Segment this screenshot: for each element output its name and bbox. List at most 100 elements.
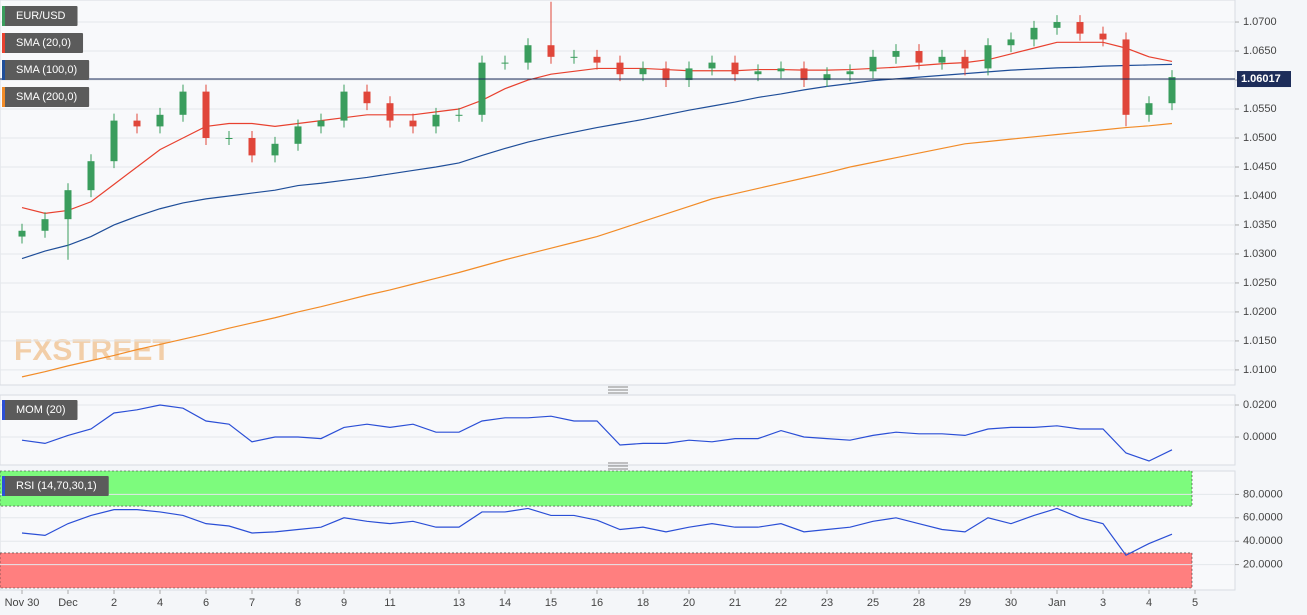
- candle-body: [432, 114, 440, 127]
- x-tick-label: 15: [545, 597, 557, 609]
- candle-body: [685, 68, 693, 81]
- legend-item: SMA (100,0): [2, 60, 90, 80]
- level-band: [0, 552, 1193, 589]
- price-panel: [0, 0, 1236, 386]
- x-tick-label: 8: [295, 597, 301, 609]
- y-tick-label: 40.0000: [1243, 535, 1283, 547]
- legend-box: [2, 6, 78, 26]
- series-line: [21, 63, 1173, 260]
- level-band: [0, 470, 1193, 507]
- candle-body: [731, 62, 739, 75]
- candle-body: [1007, 39, 1015, 46]
- legend-box: [2, 476, 109, 496]
- y-tick-label: 1.0450: [1243, 161, 1277, 173]
- legend-item: SMA (20,0): [2, 33, 84, 53]
- candle-body: [41, 219, 49, 231]
- candle-body: [1053, 22, 1061, 28]
- candle-body: [18, 230, 26, 237]
- candle-body: [294, 126, 302, 144]
- y-tick-label: 1.0550: [1243, 103, 1277, 115]
- candle-body: [777, 68, 785, 72]
- x-tick-label: 6: [203, 597, 209, 609]
- candle-body: [455, 114, 463, 116]
- candle-body: [179, 91, 187, 115]
- candle-body: [616, 62, 624, 75]
- y-tick-label: 1.0350: [1243, 219, 1277, 231]
- legend-box: [2, 87, 90, 107]
- x-tick-label: 29: [959, 597, 971, 609]
- y-tick-label: 1.0200: [1243, 306, 1277, 318]
- legend-box: [2, 33, 84, 53]
- candle-body: [133, 120, 141, 127]
- candle-body: [1030, 27, 1038, 40]
- x-tick-label: 18: [637, 597, 649, 609]
- x-tick-label: 4: [1146, 597, 1152, 609]
- x-tick-label: 9: [341, 597, 347, 609]
- legend-swatch: [2, 87, 5, 107]
- candle-body: [271, 143, 279, 156]
- x-tick-label: 4: [157, 597, 163, 609]
- series-line: [21, 507, 1173, 557]
- candle-body: [1122, 39, 1130, 115]
- candle-body: [570, 56, 578, 58]
- x-tick-label: 25: [867, 597, 879, 609]
- candle-body: [1145, 103, 1153, 115]
- candle-body: [1168, 77, 1176, 104]
- y-tick-label: 1.0650: [1243, 45, 1277, 57]
- legend-swatch: [2, 6, 5, 26]
- candle-body: [87, 161, 95, 191]
- candle-body: [1076, 22, 1084, 34]
- y-tick-label: 60.0000: [1243, 512, 1283, 524]
- x-tick-label: 11: [384, 597, 395, 609]
- candle-body: [202, 91, 210, 138]
- y-tick-label: 20.0000: [1243, 559, 1283, 571]
- candle-body: [317, 120, 325, 127]
- legend-swatch: [2, 400, 5, 420]
- x-tick-label: 21: [729, 597, 741, 609]
- legend-label: RSI (14,70,30,1): [16, 480, 97, 492]
- candle-body: [1099, 33, 1107, 40]
- candle-body: [501, 62, 509, 64]
- candle-body: [846, 71, 854, 75]
- y-tick-label: 1.0250: [1243, 277, 1277, 289]
- series-line: [21, 122, 1173, 378]
- candle-body: [64, 190, 72, 220]
- x-tick-label: 13: [453, 597, 465, 609]
- x-tick-label: 30: [1005, 597, 1017, 609]
- y-tick-label: 1.0150: [1243, 335, 1277, 347]
- x-tick-label: 2: [111, 597, 117, 609]
- watermark: FXSTREET: [14, 334, 171, 367]
- candle-body: [892, 51, 900, 57]
- candle-body: [110, 120, 118, 162]
- legend-label: SMA (20,0): [16, 37, 71, 49]
- candle-body: [984, 45, 992, 69]
- candle-body: [754, 71, 762, 75]
- candle-body: [478, 62, 486, 115]
- legend-label: SMA (200,0): [16, 91, 77, 103]
- y-tick-label: 1.0400: [1243, 190, 1277, 202]
- candle-body: [386, 103, 394, 121]
- x-tick-label: 3: [1100, 597, 1106, 609]
- resize-handle[interactable]: [608, 386, 628, 470]
- legend-label: EUR/USD: [16, 10, 66, 22]
- y-tick-label: 80.0000: [1243, 488, 1283, 500]
- candle-body: [961, 56, 969, 69]
- x-tick-label: 7: [249, 597, 255, 609]
- candle-body: [593, 56, 601, 63]
- x-tick-label: Nov 30: [5, 597, 40, 609]
- y-tick-label: 1.0300: [1243, 248, 1277, 260]
- candle-body: [340, 91, 348, 121]
- x-tick-label: 16: [591, 597, 603, 609]
- candle-body: [547, 45, 555, 57]
- x-tick-label: 14: [499, 597, 511, 609]
- candle-body: [800, 68, 808, 81]
- y-tick-label: 1.0700: [1243, 16, 1277, 28]
- legend-swatch: [2, 60, 5, 80]
- y-tick-label: 0.0000: [1243, 431, 1277, 443]
- x-tick-label: 22: [775, 597, 787, 609]
- y-tick-label: 1.0500: [1243, 132, 1277, 144]
- legend-label: SMA (100,0): [16, 64, 77, 76]
- legend-box: [2, 400, 78, 420]
- candle-body: [938, 56, 946, 63]
